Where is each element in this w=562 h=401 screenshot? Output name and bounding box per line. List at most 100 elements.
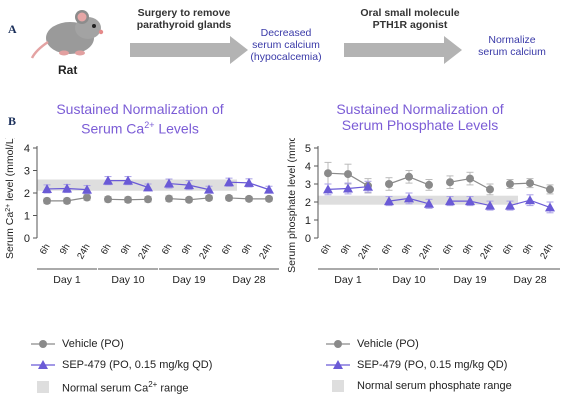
rat-foot [59,50,69,56]
x-tick-label: 9h [339,242,354,257]
vehicle-point [486,185,494,194]
sep-point [424,198,434,208]
legend-ca-band-swatch [37,381,49,394]
arrow-2 [344,36,462,64]
group-label: Day 28 [232,274,265,286]
sep-point [445,196,455,206]
legend2-vehicle: Vehicle (PO) [325,338,419,350]
legend2-sep-label: SEP-479 (PO, 0.15 mg/kg QD) [357,359,508,371]
x-tick-label: 24h [538,242,555,261]
vehicle-point [43,196,51,205]
chart2-title: Sustained Normalization of Serum Phospha… [320,101,520,133]
legend2-vehicle-marker [326,340,350,348]
legend-normal-ca: Normal serum Ca2+ range [30,380,189,395]
vehicle-point [124,195,132,204]
sep-point [204,184,214,194]
vehicle-point [104,195,112,204]
legend-sep: SEP-479 (PO, 0.15 mg/kg QD) [30,359,212,371]
result2-text: Normalize serum calcium [466,34,558,58]
legend-sep-marker [31,360,55,369]
x-tick-label: 6h [501,242,516,257]
rat-label: Rat [58,63,78,77]
panel-label-b: B [8,114,17,128]
chart1-title-line1: Sustained Normalization of [56,101,224,117]
step1-line2: parathyroid glands [136,19,232,31]
legend2-sep: SEP-479 (PO, 0.15 mg/kg QD) [325,359,507,371]
x-tick-label: 9h [400,242,415,257]
step2-line2: PTH1R agonist [372,19,448,31]
y-tick-label: 0 [24,233,30,245]
x-tick-label: 6h [220,242,235,257]
sep-point [82,184,92,194]
vehicle-point [526,179,534,188]
legend-vehicle: Vehicle (PO) [30,338,124,350]
sep-point [384,196,394,206]
x-tick-label: 6h [99,242,114,257]
x-tick-label: 6h [380,242,395,257]
legend-phos-band-swatch [332,380,344,392]
normal-range-band [37,179,237,191]
sep-point [363,181,373,191]
x-tick-label: 24h [257,242,274,261]
y-axis-label: Serum phosphate level (mmol/L) [286,138,298,273]
x-tick-label: 9h [119,242,134,257]
result1-line3: (hypocalcemia) [250,51,322,63]
step2-line1: Oral small molecule [360,7,460,19]
vehicle-point [546,185,554,194]
x-tick-label: 6h [441,242,456,257]
result2-line1: Normalize [488,34,536,46]
x-tick-label: 6h [319,242,334,257]
y-axis-label: Serum Ca2+ level (mmol/L) [4,138,16,259]
x-tick-label: 24h [478,242,495,261]
vehicle-point [63,196,71,205]
x-tick-label: 9h [240,242,255,257]
y-tick-label: 2 [305,197,311,209]
x-tick-label: 9h [461,242,476,257]
x-tick-label: 6h [160,242,175,257]
y-tick-label: 1 [24,211,30,223]
x-tick-label: 24h [417,242,434,261]
sep-point [485,200,495,210]
vehicle-point [225,193,233,202]
legend2-vehicle-label: Vehicle (PO) [357,338,419,350]
vehicle-point [344,170,352,179]
x-tick-label: 24h [356,242,373,261]
x-tick-label: 6h [38,242,53,257]
sep-point [404,193,414,203]
group-label: Day 1 [53,274,81,286]
sep-point [42,183,52,193]
y-tick-label: 0 [305,233,311,245]
x-tick-label: 24h [75,242,92,261]
step1-text: Surgery to remove parathyroid glands [128,7,240,31]
sep-point [184,180,194,190]
group-label: Day 1 [334,274,362,286]
sep-point [143,182,153,192]
rat-foot [75,50,85,56]
vehicle-point [506,180,514,188]
x-tick-label: 24h [197,242,214,261]
result1-line2: serum calcium [252,39,320,51]
sep-point [525,195,535,205]
x-tick-label: 9h [521,242,536,257]
legend-vehicle-marker [31,340,55,348]
x-tick-label: 9h [58,242,73,257]
chart2-title-line1: Sustained Normalization of [336,101,504,117]
sep-point [164,178,174,188]
sep-point [465,196,475,206]
rat-nose [98,29,104,35]
legend2-sep-marker [326,360,350,369]
vehicle-point [83,193,91,202]
legend-sep-label: SEP-479 (PO, 0.15 mg/kg QD) [62,359,213,371]
chart1-title: Sustained Normalization of Serum Ca2+ Le… [40,101,240,137]
y-tick-label: 4 [305,161,311,173]
rat-tail [30,40,49,59]
chart2-title-line2: Serum Phosphate Levels [341,117,499,133]
rat-illustration [30,10,104,59]
vehicle-point [425,180,433,189]
sep-point [545,202,555,212]
sep-point [505,200,515,210]
step1-line1: Surgery to remove [137,7,231,19]
sep-point [244,177,254,187]
vehicle-point [466,174,474,183]
vehicle-point [245,194,253,203]
